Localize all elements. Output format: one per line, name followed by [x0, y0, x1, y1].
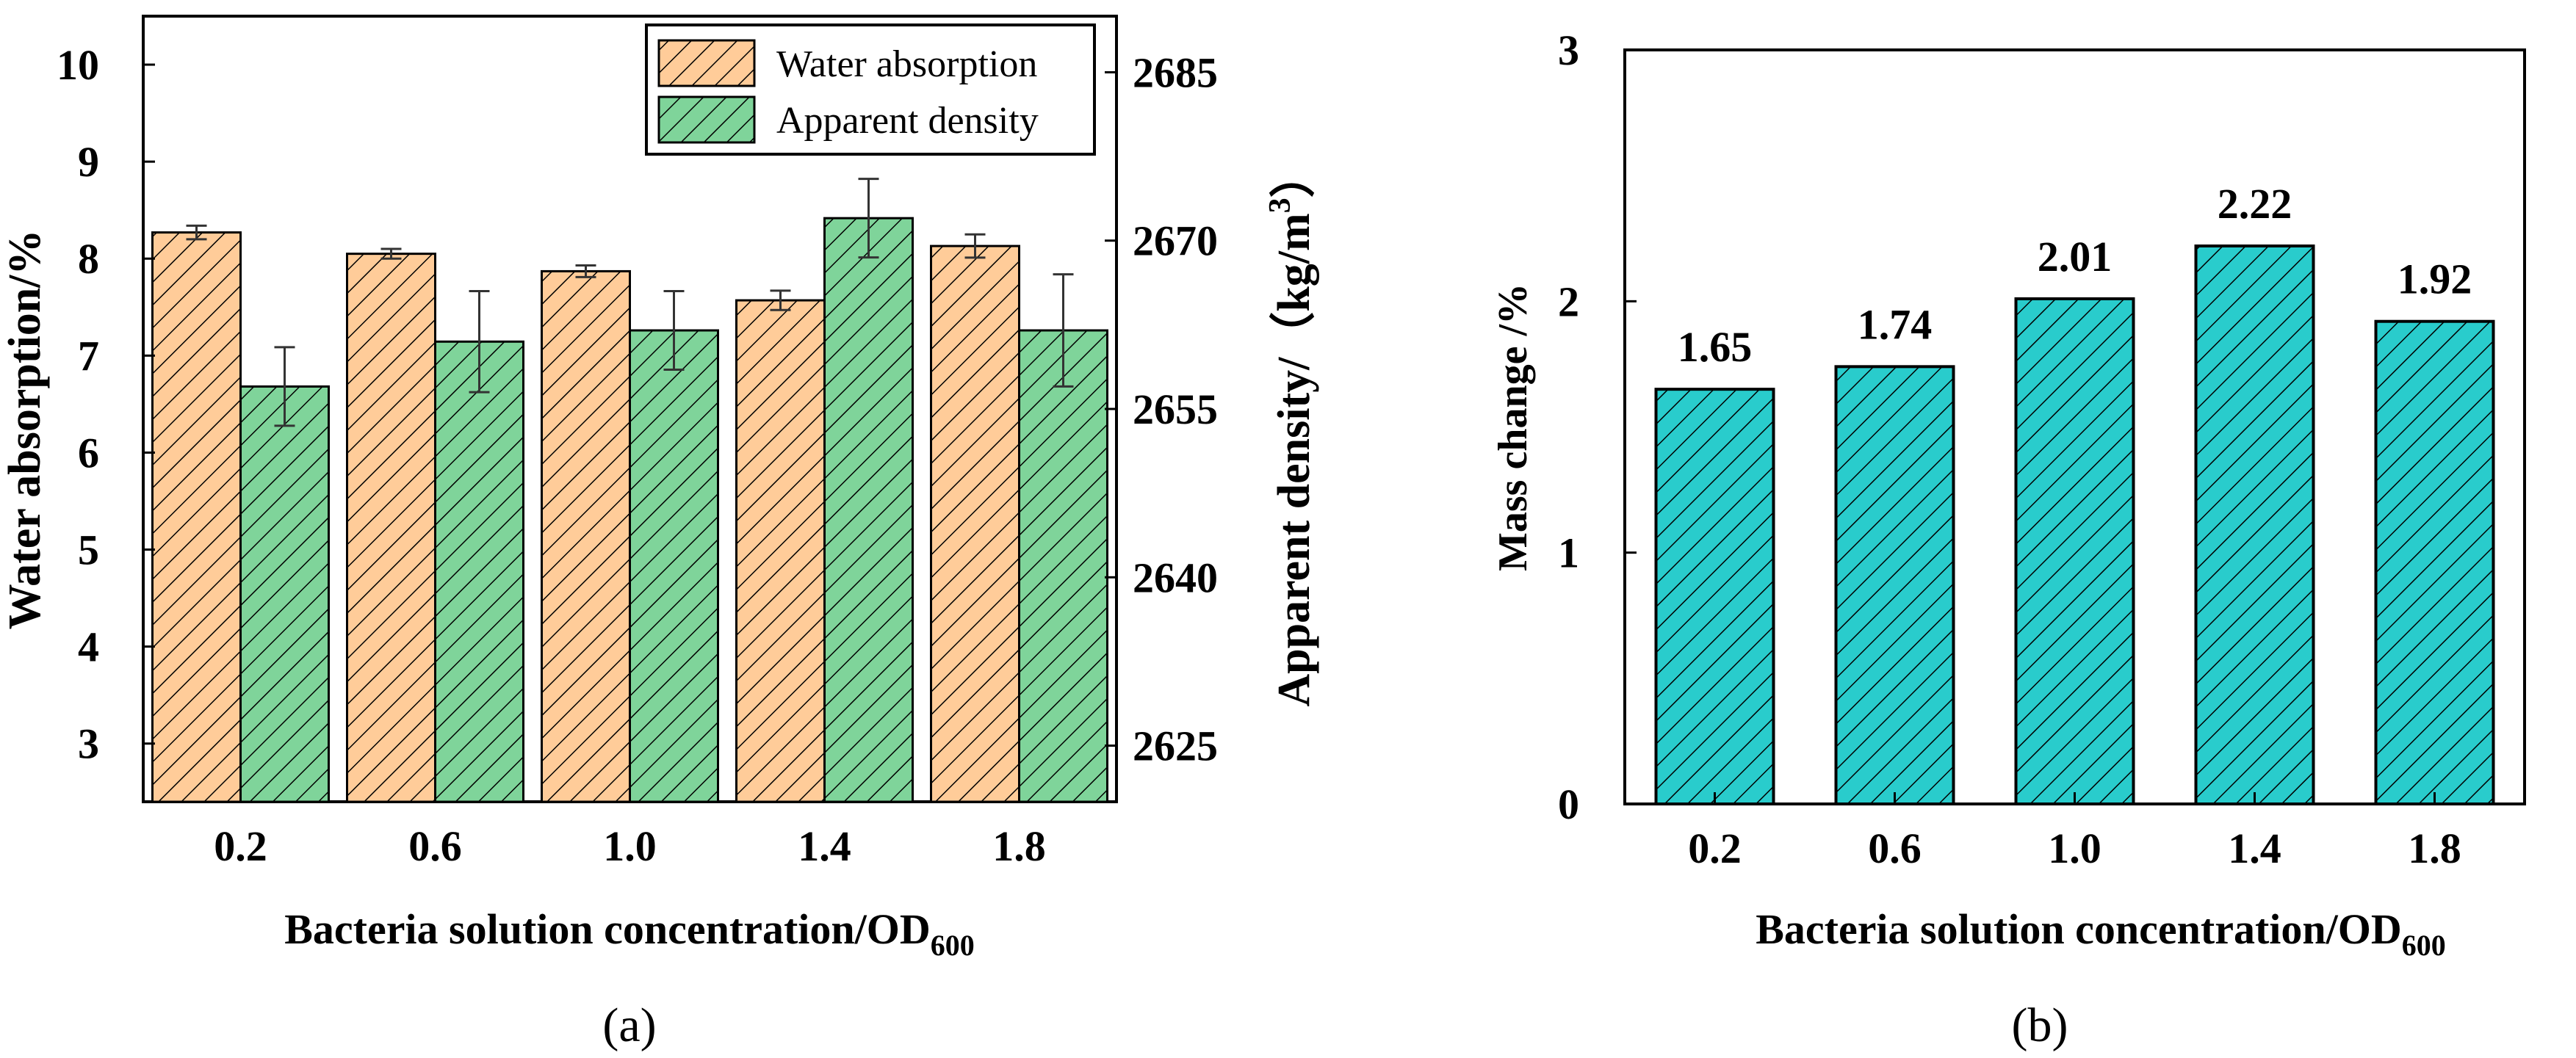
panel-a-right-axis: 2625 2640 2655 2670 2685	[1105, 48, 1218, 770]
bar-hatch-water-absorption-0.6	[346, 253, 436, 803]
y-tick-label-9: 9	[78, 138, 99, 186]
y-tick-label-3: 3	[1558, 26, 1579, 74]
bar-hatch-mass-change-1.0	[2014, 297, 2135, 806]
legend-label-water-absorption: Water absorption	[776, 43, 1037, 85]
y-tick-label-2: 2	[1558, 278, 1579, 325]
panel-b-x-axis-title-main: Bacteria solution concentration/OD	[1756, 905, 2402, 953]
data-label-0.2: 1.65	[1678, 323, 1753, 371]
legend-swatch-apparent-density-hatch	[657, 95, 756, 144]
y-tick-label-6: 6	[78, 429, 99, 477]
x-tick-label-1.4: 1.4	[2228, 825, 2281, 872]
panel-a-x-axis-title-sub: 600	[931, 929, 975, 962]
bar-hatch-water-absorption-1.0	[541, 269, 631, 803]
bar-hatch-water-absorption-1.8	[930, 244, 1020, 803]
data-label-1.8: 1.92	[2398, 256, 2472, 303]
y2-tick-label-2670: 2670	[1133, 217, 1218, 265]
panel-b: 1.65 1.74 2.01 2.22 1.92 0 1 2 3 0.2 0.6 1.0 1.4 1.…	[1490, 26, 2526, 1052]
y-tick-label-10: 10	[57, 41, 99, 89]
panel-a-y2-axis-title-end: ）	[1268, 152, 1319, 198]
bar-hatch-apparent-density-0.6	[434, 340, 524, 803]
y-tick-label-1: 1	[1558, 529, 1579, 577]
panel-a-left-axis: 3 4 5 6 7 8 9 10	[57, 41, 155, 768]
panel-a-bars	[151, 217, 1108, 803]
bar-hatch-mass-change-0.2	[1654, 388, 1775, 805]
data-label-1.0: 2.01	[2038, 233, 2113, 280]
y-tick-label-3: 3	[78, 720, 99, 768]
panel-a-x-axis: 0.2 0.6 1.0 1.4 1.8	[214, 790, 1046, 870]
data-label-1.4: 2.22	[2218, 180, 2292, 228]
x-tick-label-1.8: 1.8	[2408, 825, 2461, 872]
panel-a-y-axis-title: Water absorption/%	[0, 230, 50, 630]
bar-hatch-apparent-density-1.0	[629, 329, 719, 803]
bar-hatch-mass-change-1.4	[2194, 244, 2315, 805]
y-tick-label-0: 0	[1558, 780, 1579, 828]
panel-b-x-axis-title: Bacteria solution concentration/OD600	[1756, 905, 2446, 962]
y-tick-label-4: 4	[78, 623, 99, 671]
x-tick-label-1.8: 1.8	[992, 822, 1046, 870]
panel-b-x-axis: 0.2 0.6 1.0 1.4 1.8	[1688, 792, 2461, 872]
panel-a-caption: (a)	[602, 999, 656, 1052]
panel-b-bars	[1654, 244, 2495, 806]
y-tick-label-5: 5	[78, 526, 99, 574]
y2-tick-label-2685: 2685	[1133, 48, 1218, 96]
panel-b-caption: (b)	[2012, 999, 2068, 1052]
panel-a-y2-axis-title-main: Apparent density/（kg/m	[1268, 213, 1319, 706]
y-tick-label-7: 7	[78, 332, 99, 380]
bar-hatch-apparent-density-1.8	[1018, 329, 1108, 803]
panel-a-x-axis-title: Bacteria solution concentration/OD600	[284, 905, 975, 962]
bar-hatch-mass-change-0.6	[1834, 365, 1955, 805]
x-tick-label-0.2: 0.2	[214, 822, 267, 870]
panel-a-y2-axis-title-sup: 3	[1263, 198, 1297, 213]
panel-b-y-axis: 0 1 2 3	[1558, 26, 1637, 828]
y2-tick-label-2640: 2640	[1133, 554, 1218, 601]
y-tick-label-8: 8	[78, 235, 99, 283]
panel-b-x-axis-title-sub: 600	[2402, 929, 2446, 962]
legend-label-apparent-density: Apparent density	[776, 100, 1039, 142]
x-tick-label-1.4: 1.4	[798, 822, 851, 870]
panel-a-error-bars	[186, 178, 1074, 427]
x-tick-label-1.0: 1.0	[603, 822, 657, 870]
panel-a-y2-axis-title: Apparent density/（kg/m3）	[1263, 152, 1319, 706]
x-tick-label-0.6: 0.6	[408, 822, 462, 870]
panel-b-data-labels: 1.65 1.74 2.01 2.22 1.92	[1678, 180, 2472, 371]
x-tick-label-1.0: 1.0	[2048, 825, 2101, 872]
bar-hatch-apparent-density-0.2	[239, 385, 330, 803]
y2-tick-label-2625: 2625	[1133, 722, 1218, 770]
y2-tick-label-2655: 2655	[1133, 385, 1218, 433]
panel-b-y-axis-title: Mass change /%	[1490, 283, 1536, 571]
data-label-0.6: 1.74	[1858, 300, 1933, 348]
panel-a-x-axis-title-main: Bacteria solution concentration/OD	[284, 905, 931, 953]
bar-hatch-apparent-density-1.4	[823, 217, 914, 803]
bar-hatch-water-absorption-0.2	[151, 231, 242, 803]
x-tick-label-0.2: 0.2	[1688, 825, 1742, 872]
bar-hatch-water-absorption-1.4	[735, 299, 826, 803]
panel-a: 3 4 5 6 7 8 9 10 2625 2640 2655 2670 2685 0.2 0.6 1.0…	[0, 15, 1319, 1052]
bar-hatch-mass-change-1.8	[2374, 319, 2495, 806]
legend: Water absorption Apparent density	[645, 23, 1096, 156]
x-tick-label-0.6: 0.6	[1868, 825, 1922, 872]
legend-swatch-water-absorption-hatch	[657, 39, 756, 87]
